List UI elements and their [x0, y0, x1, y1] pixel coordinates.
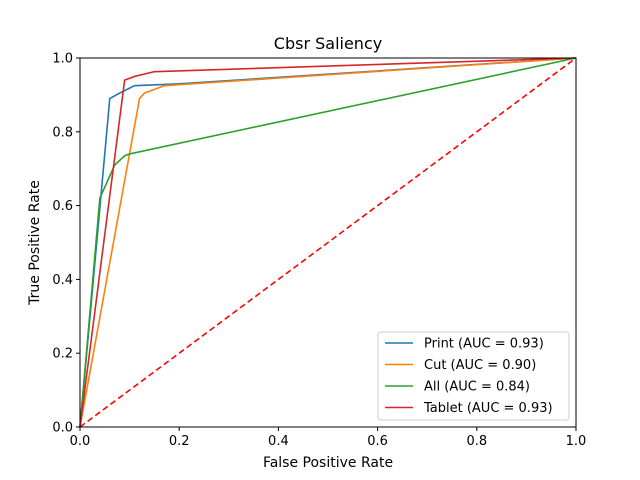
- legend-box: [377, 331, 570, 421]
- x-tick-label: 0.0: [70, 434, 91, 449]
- series-layer: [79, 57, 577, 428]
- x-axis-ticks: 0.0 0.2 0.4 0.6 0.8 1.0: [70, 427, 587, 449]
- x-axis-title: False Positive Rate: [263, 455, 393, 471]
- reference-layer: [79, 57, 577, 428]
- chart-title: Cbsr Saliency: [274, 34, 382, 53]
- y-axis-ticks: 0.0 0.2 0.4 0.6 0.8 1.0: [52, 52, 80, 436]
- series-line-3: [79, 57, 577, 428]
- x-tick-label: 0.6: [367, 434, 388, 449]
- legend: Print (AUC = 0.93) Cut (AUC = 0.90) All (A…: [377, 331, 570, 421]
- y-tick-label: 1.0: [52, 52, 73, 67]
- legend-entries: Print (AUC = 0.93) Cut (AUC = 0.90) All (A…: [385, 337, 553, 416]
- series-line-2: [79, 57, 577, 428]
- legend-label-3: Tablet (AUC = 0.93): [423, 401, 553, 416]
- x-tick-label: 1.0: [566, 434, 587, 449]
- y-tick-label: 0.2: [52, 347, 73, 362]
- x-tick-label: 0.4: [268, 434, 289, 449]
- legend-label-2: All (AUC = 0.84): [424, 380, 530, 395]
- y-axis-title: True Positive Rate: [27, 180, 43, 306]
- plot-frame: [79, 57, 577, 428]
- y-tick-label: 0.0: [52, 421, 73, 436]
- x-tick-label: 0.8: [466, 434, 487, 449]
- x-tick-label: 0.2: [169, 434, 190, 449]
- y-tick-label: 0.8: [52, 125, 73, 140]
- y-tick-label: 0.6: [52, 199, 73, 214]
- reference-diagonal-line: [79, 57, 577, 428]
- y-tick-label: 0.4: [52, 273, 73, 288]
- legend-label-0: Print (AUC = 0.93): [424, 337, 544, 352]
- legend-label-1: Cut (AUC = 0.90): [424, 358, 536, 373]
